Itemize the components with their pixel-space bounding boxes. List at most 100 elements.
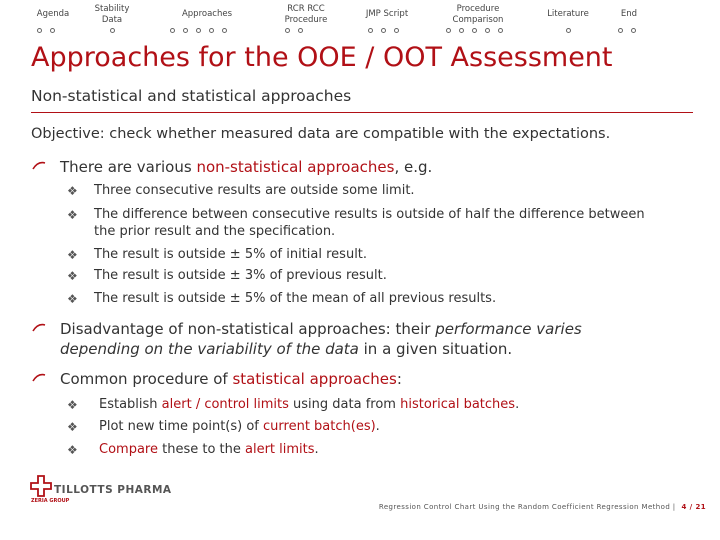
- objective-text: Objective: check whether measured data a…: [31, 126, 611, 142]
- tillotts-pharma-logo: TILLOTTS PHARMA ZERIA GROUP: [30, 475, 171, 507]
- highlight-text: Compare: [99, 442, 158, 457]
- bullet-text: depending on the variability of the data…: [60, 340, 512, 359]
- progress-dot[interactable]: [498, 28, 503, 33]
- nav-progress-dots: [170, 28, 227, 33]
- cross-logo-icon: [30, 475, 52, 497]
- diamond-bullet-icon: ❖: [67, 184, 78, 198]
- slide-subtitle: Non-statistical and statistical approach…: [31, 87, 352, 105]
- text-run: .: [314, 442, 319, 457]
- progress-dot[interactable]: [298, 28, 303, 33]
- highlight-non-statistical: non-statistical approaches: [196, 158, 395, 176]
- progress-dot[interactable]: [196, 28, 201, 33]
- nav-progress-dots: [618, 28, 636, 33]
- progress-dot[interactable]: [446, 28, 451, 33]
- diamond-bullet-icon: ❖: [67, 420, 78, 434]
- sub-item-text: Plot new time point(s) of current batch(…: [99, 418, 380, 435]
- progress-dot[interactable]: [170, 28, 175, 33]
- nav-item-end[interactable]: End: [612, 9, 646, 20]
- text-run: Disadvantage of non-statistical approach…: [60, 320, 436, 338]
- progress-dot[interactable]: [381, 28, 386, 33]
- bullet-disadvantage: Disadvantage of non-statistical approach…: [32, 320, 692, 360]
- progress-dot[interactable]: [37, 28, 42, 33]
- sub-item-text: Establish alert / control limits using d…: [99, 396, 519, 413]
- progress-dot[interactable]: [459, 28, 464, 33]
- progress-dot[interactable]: [618, 28, 623, 33]
- diamond-bullet-icon: ❖: [67, 248, 78, 262]
- sub-item-text: The difference between consecutive resul…: [94, 207, 645, 222]
- sub-item-text: the prior result and the specification.: [94, 224, 336, 239]
- diamond-bullet-icon: ❖: [67, 398, 78, 412]
- text-run: .: [515, 397, 520, 412]
- slide-footer: Regression Control Chart Using the Rando…: [379, 503, 706, 511]
- progress-dot[interactable]: [285, 28, 290, 33]
- swirl-bullet-icon: [32, 323, 46, 332]
- section-navigation: Agenda Stability Data Approaches RCR RCC…: [0, 0, 720, 42]
- progress-dot[interactable]: [209, 28, 214, 33]
- progress-dot[interactable]: [110, 28, 115, 33]
- highlight-text: current batch(es): [263, 419, 376, 434]
- diamond-bullet-icon: ❖: [67, 443, 78, 457]
- text-run: these to the: [157, 442, 246, 457]
- nav-item-stability-data[interactable]: Stability Data: [88, 4, 136, 26]
- text-run: There are various: [60, 158, 197, 176]
- title-divider: [31, 112, 693, 113]
- bullet-common-procedure: Common procedure of statistical approach…: [32, 370, 692, 390]
- swirl-bullet-icon: [32, 373, 46, 382]
- sub-item-text: The result is outside ± 5% of the mean o…: [94, 291, 497, 306]
- nav-item-rcr-rcc-procedure[interactable]: RCR RCC Procedure: [276, 4, 336, 26]
- nav-progress-dots: [285, 28, 303, 33]
- page-number: 4 / 21: [681, 503, 706, 511]
- text-run: Plot new time point(s) of: [99, 419, 264, 434]
- text-run: , e.g.: [394, 158, 433, 176]
- nav-label: Approaches: [181, 9, 233, 19]
- progress-dot[interactable]: [368, 28, 373, 33]
- nav-item-agenda[interactable]: Agenda: [34, 9, 72, 20]
- diamond-bullet-icon: ❖: [67, 208, 78, 222]
- text-run: Common procedure of: [60, 370, 233, 388]
- nav-item-approaches[interactable]: Approaches: [174, 9, 240, 20]
- bullet-text: Common procedure of statistical approach…: [60, 370, 402, 389]
- emphasis-text: depending on the variability of the data: [60, 340, 359, 358]
- nav-label: JMP Script: [365, 9, 409, 19]
- swirl-bullet-icon: [32, 161, 46, 170]
- progress-dot[interactable]: [472, 28, 477, 33]
- progress-dot[interactable]: [222, 28, 227, 33]
- progress-dot[interactable]: [394, 28, 399, 33]
- highlight-text: historical batches: [400, 397, 516, 412]
- nav-item-jmp-script[interactable]: JMP Script: [355, 9, 419, 20]
- nav-item-procedure-comparison[interactable]: Procedure Comparison: [440, 4, 516, 26]
- text-run: :: [396, 370, 402, 388]
- bullet-non-statistical: There are various non-statistical approa…: [32, 158, 692, 178]
- logo-name: TILLOTTS PHARMA: [54, 484, 172, 496]
- highlight-statistical: statistical approaches: [232, 370, 397, 388]
- footer-text: Regression Control Chart Using the Rando…: [378, 503, 676, 511]
- bullet-text: There are various non-statistical approa…: [60, 158, 432, 177]
- text-run: using data from: [288, 397, 401, 412]
- progress-dot[interactable]: [631, 28, 636, 33]
- nav-progress-dots: [368, 28, 399, 33]
- nav-progress-dots: [446, 28, 503, 33]
- text-run: in a given situation.: [358, 340, 513, 358]
- text-run: Establish: [99, 397, 162, 412]
- diamond-bullet-icon: ❖: [67, 269, 78, 283]
- text-run: .: [375, 419, 380, 434]
- sub-item-text: The result is outside ± 5% of initial re…: [94, 247, 368, 262]
- progress-dot[interactable]: [50, 28, 55, 33]
- highlight-text: alert / control limits: [161, 397, 289, 412]
- nav-progress-dots: [37, 28, 55, 33]
- sub-item-text: Three consecutive results are outside so…: [94, 183, 415, 198]
- progress-dot[interactable]: [183, 28, 188, 33]
- sub-item-text: Compare these to the alert limits.: [99, 441, 319, 458]
- nav-label: RCR RCC Procedure: [284, 4, 328, 25]
- nav-label: Stability Data: [94, 4, 130, 25]
- diamond-bullet-icon: ❖: [67, 292, 78, 306]
- progress-dot[interactable]: [485, 28, 490, 33]
- bullet-text: Disadvantage of non-statistical approach…: [60, 320, 582, 339]
- nav-item-literature[interactable]: Literature: [540, 9, 596, 20]
- nav-progress-dots: [110, 28, 115, 33]
- progress-dot[interactable]: [566, 28, 571, 33]
- nav-label: Agenda: [36, 9, 70, 19]
- nav-progress-dots: [566, 28, 571, 33]
- sub-item-text: The result is outside ± 3% of previous r…: [94, 268, 387, 283]
- nav-label: Literature: [547, 9, 589, 19]
